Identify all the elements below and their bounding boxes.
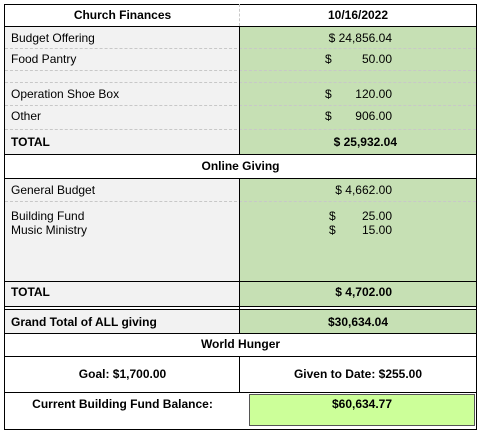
divider [5, 129, 476, 130]
divider [239, 4, 240, 26]
row-label: Operation Shoe Box [11, 87, 120, 101]
cell-bg [240, 310, 476, 334]
divider [5, 48, 476, 49]
amount: $ 24,856.04 [328, 31, 392, 45]
currency: $ [329, 209, 336, 223]
grand-total-label: Grand Total of ALL giving [11, 315, 157, 329]
border [5, 281, 476, 282]
grand-total-amount: $30,634.04 [327, 315, 389, 329]
currency: $ [329, 223, 336, 237]
border [5, 26, 476, 27]
border [239, 178, 240, 333]
border [476, 4, 477, 430]
section-title: World Hunger [200, 337, 281, 351]
amount: 906.00 [355, 109, 392, 123]
border [5, 178, 476, 179]
border [5, 306, 476, 307]
amount: 50.00 [361, 52, 392, 66]
balance-amount: $60,634.77 [331, 397, 393, 411]
row-label: Other [11, 109, 42, 123]
cell-bg [249, 394, 475, 426]
border [5, 309, 476, 310]
total-label: TOTAL [11, 135, 50, 149]
title: Church Finances [73, 8, 172, 22]
row-label: General Budget [11, 183, 96, 197]
total-amount: $ 4,702.00 [335, 285, 392, 299]
amount: 15.00 [361, 223, 392, 237]
total-amount: $ 25,932.04 [333, 135, 397, 149]
row-label: Building Fund [11, 209, 85, 223]
divider [5, 105, 476, 106]
border [5, 333, 476, 334]
row-label: Budget Offering [11, 31, 95, 45]
row-label: Music Ministry [11, 223, 88, 237]
border [5, 4, 476, 5]
border [5, 429, 476, 430]
balance-label: Current Building Fund Balance: [32, 397, 213, 411]
row-label: Food Pantry [11, 52, 77, 66]
total-label: TOTAL [11, 285, 50, 299]
border [239, 356, 240, 392]
divider [5, 201, 476, 202]
border [5, 356, 476, 357]
cell-bg [5, 310, 240, 334]
border [4, 4, 5, 430]
amount: 25.00 [361, 209, 392, 223]
currency: $ [325, 109, 332, 123]
amount: 120.00 [355, 87, 392, 101]
currency: $ [325, 52, 332, 66]
border [5, 392, 476, 393]
divider [5, 70, 476, 71]
border [5, 154, 476, 155]
goal: Goal: $1,700.00 [78, 367, 167, 381]
cell-bg [240, 179, 476, 307]
currency: $ [325, 87, 332, 101]
date: 10/16/2022 [327, 8, 389, 22]
section-title: Online Giving [201, 159, 280, 173]
border [239, 26, 240, 154]
given-to-date: Given to Date: $255.00 [293, 367, 423, 381]
cell-bg [5, 179, 240, 307]
divider [5, 82, 476, 83]
amount: $ 4,662.00 [335, 183, 392, 197]
